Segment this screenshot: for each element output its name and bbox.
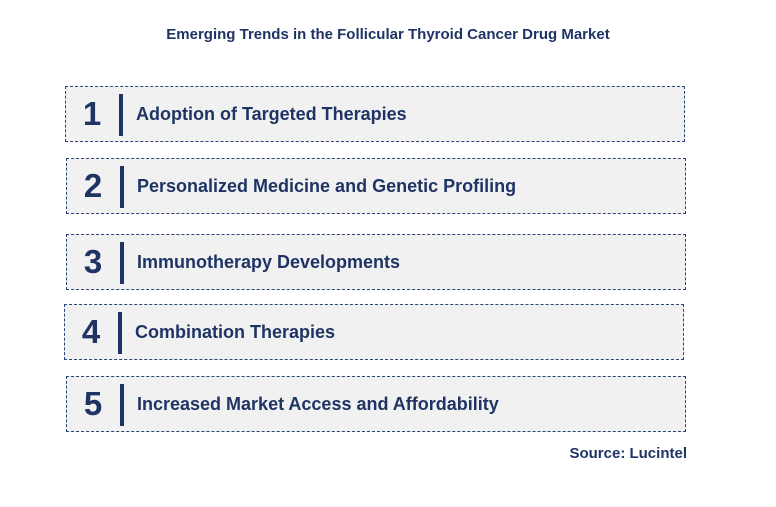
trend-divider	[120, 384, 124, 426]
trend-number: 4	[81, 313, 101, 350]
trend-item-1: 1 Adoption of Targeted Therapies	[65, 86, 685, 142]
trend-item-3: 3 Immunotherapy Developments	[66, 234, 686, 290]
trend-divider	[119, 94, 123, 136]
trend-number: 3	[83, 243, 103, 280]
trend-label: Personalized Medicine and Genetic Profil…	[137, 175, 517, 196]
trend-divider	[118, 312, 122, 354]
source-note: Source: Lucintel	[569, 445, 687, 462]
trend-item-5: 5 Increased Market Access and Affordabil…	[66, 376, 686, 432]
trend-number: 1	[82, 95, 102, 132]
trend-item-2: 2 Personalized Medicine and Genetic Prof…	[66, 158, 686, 214]
trend-divider	[120, 242, 124, 284]
trend-label: Combination Therapies	[135, 321, 336, 342]
trend-label: Immunotherapy Developments	[137, 251, 401, 272]
trend-divider	[120, 166, 124, 208]
diagram-title: Emerging Trends in the Follicular Thyroi…	[166, 26, 610, 43]
trend-label: Increased Market Access and Affordabilit…	[137, 393, 499, 414]
trend-number: 5	[83, 385, 103, 422]
trend-number: 2	[83, 167, 103, 204]
trend-label: Adoption of Targeted Therapies	[136, 103, 407, 124]
trend-item-4: 4 Combination Therapies	[64, 304, 684, 360]
